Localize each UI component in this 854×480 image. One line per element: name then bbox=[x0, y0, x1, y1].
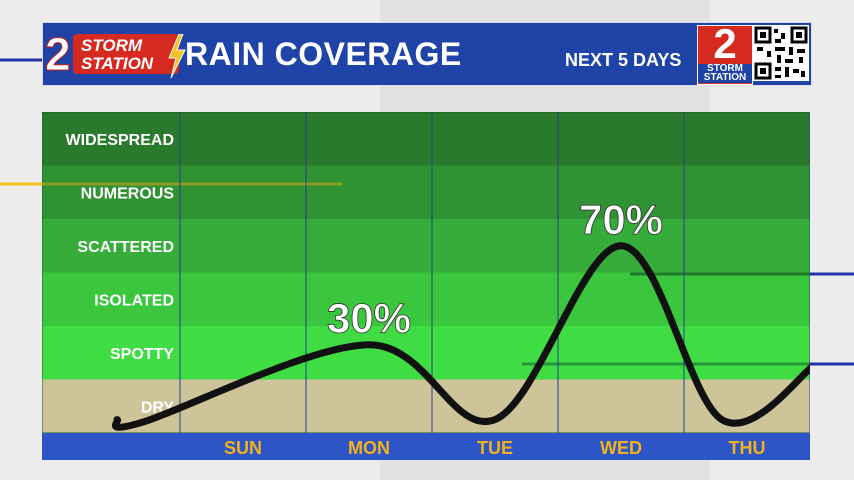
lightning-icon bbox=[168, 34, 186, 78]
coverage-level-labels: DRYSPOTTYISOLATEDSCATTEREDNUMEROUSWIDESP… bbox=[66, 132, 175, 417]
logo-word-station: STATION bbox=[81, 54, 154, 73]
day-label-tue: TUE bbox=[477, 438, 513, 458]
page-title: RAIN COVERAGE bbox=[185, 36, 462, 72]
annotation-mon: 30% bbox=[327, 295, 411, 342]
day-label-sun: SUN bbox=[224, 438, 262, 458]
qr-code-graphic bbox=[754, 26, 808, 80]
page-subtitle: NEXT 5 DAYS bbox=[565, 50, 682, 70]
decorative-lines bbox=[42, 182, 810, 366]
annotations: 30% 70% bbox=[327, 195, 664, 342]
day-axis: SUN MON TUE WED THU bbox=[42, 433, 810, 460]
logo-right-word-station: STATION bbox=[698, 73, 752, 83]
qr-code-icon[interactable] bbox=[753, 25, 809, 81]
band-widespread bbox=[42, 112, 810, 166]
band-numerous bbox=[42, 165, 810, 219]
logo-right-number: 2 bbox=[713, 20, 737, 67]
level-label-widespread: WIDESPREAD bbox=[66, 132, 174, 149]
logo-word-storm: STORM bbox=[81, 36, 143, 55]
day-label-mon: MON bbox=[348, 438, 390, 458]
band-isolated bbox=[42, 272, 810, 326]
coverage-curve bbox=[112, 242, 810, 431]
logo-right-word-storm: STORM bbox=[698, 64, 752, 74]
storm-station-logo-right: 2 STORM STATION bbox=[697, 20, 753, 85]
day-axis-bar bbox=[42, 433, 810, 460]
day-label-thu: THU bbox=[729, 438, 766, 458]
level-label-isolated: ISOLATED bbox=[94, 292, 174, 309]
band-dry bbox=[42, 379, 810, 433]
level-label-scattered: SCATTERED bbox=[77, 239, 174, 256]
logo-badge: STORM STATION bbox=[73, 34, 186, 78]
header-bar: STORM STATION 2 RAIN COVERAGE NEXT 5 DAY… bbox=[42, 22, 812, 86]
coverage-bands bbox=[42, 112, 810, 434]
level-label-numerous: NUMEROUS bbox=[81, 185, 175, 202]
logo-number: 2 bbox=[45, 28, 72, 80]
band-scattered bbox=[42, 219, 810, 273]
storm-station-logo: STORM STATION 2 bbox=[45, 28, 186, 80]
day-dividers bbox=[179, 112, 810, 460]
rain-coverage-chart: DRYSPOTTYISOLATEDSCATTEREDNUMEROUSWIDESP… bbox=[42, 112, 810, 460]
annotation-wed: 70% bbox=[579, 196, 663, 243]
day-label-wed: WED bbox=[600, 438, 642, 458]
level-label-spotty: SPOTTY bbox=[110, 346, 174, 363]
